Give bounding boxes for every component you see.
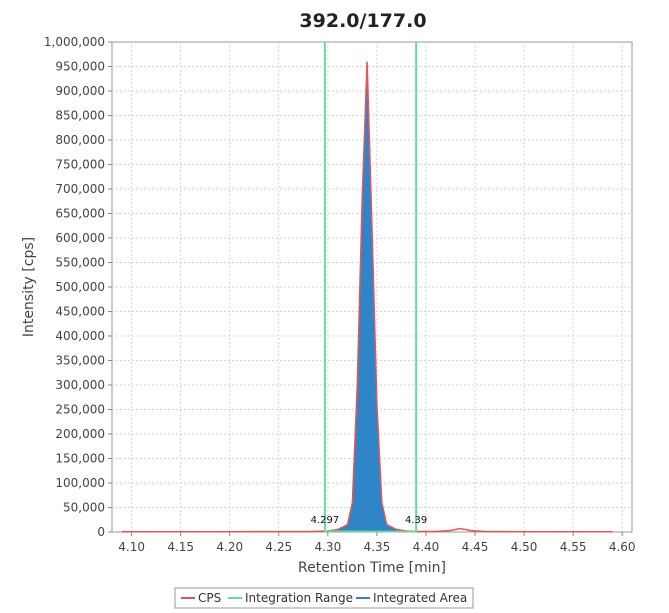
x-axis-ticks: 4.10 4.15 4.20 4.25 4.30 4.35 4.40 4.45 4.50 4.55… xyxy=(118,532,636,554)
y-tick-label: 1,000,000 xyxy=(44,35,105,49)
integration-end-label: 4.39 xyxy=(405,515,427,526)
y-tick-label: 250,000 xyxy=(55,403,105,417)
y-tick-label: 500,000 xyxy=(55,280,105,294)
x-tick-label: 4.45 xyxy=(462,540,489,554)
x-tick-label: 4.30 xyxy=(314,540,341,554)
cps-line xyxy=(121,61,613,533)
y-tick-label: 100,000 xyxy=(55,476,105,490)
chart-title: 392.0/177.0 xyxy=(299,10,426,32)
x-tick-label: 4.60 xyxy=(609,540,636,554)
y-tick-label: 950,000 xyxy=(55,60,105,74)
y-tick-label: 800,000 xyxy=(55,133,105,147)
x-tick-label: 4.40 xyxy=(413,540,440,554)
y-tick-label: 300,000 xyxy=(55,378,105,392)
legend-integrated-area-label: Integrated Area xyxy=(373,591,467,605)
integrated-area-layer xyxy=(324,61,417,532)
y-tick-label: 400,000 xyxy=(55,329,105,343)
x-tick-label: 4.35 xyxy=(364,540,391,554)
x-tick-label: 4.55 xyxy=(560,540,587,554)
x-tick-label: 4.25 xyxy=(265,540,292,554)
x-tick-label: 4.50 xyxy=(511,540,538,554)
y-axis-label: Intensity [cps] xyxy=(21,237,37,337)
y-tick-label: 600,000 xyxy=(55,231,105,245)
y-axis-ticks: 0 50,000 100,000 150,000 200,000 250,000 300,0… xyxy=(44,35,112,539)
x-axis-label: Retention Time [min] xyxy=(298,560,446,576)
cps-line-layer xyxy=(121,61,613,533)
legend: CPS Integration Range Integrated Area xyxy=(174,587,474,609)
y-tick-label: 750,000 xyxy=(55,158,105,172)
y-tick-label: 700,000 xyxy=(55,182,105,196)
y-tick-label: 150,000 xyxy=(55,452,105,466)
y-tick-label: 450,000 xyxy=(55,305,105,319)
y-tick-label: 350,000 xyxy=(55,354,105,368)
y-tick-label: 650,000 xyxy=(55,207,105,221)
integration-start-label: 4.297 xyxy=(311,515,340,526)
legend-box xyxy=(174,587,474,609)
y-tick-label: 550,000 xyxy=(55,256,105,270)
y-tick-label: 200,000 xyxy=(55,427,105,441)
y-tick-label: 900,000 xyxy=(55,84,105,98)
x-tick-label: 4.20 xyxy=(216,540,243,554)
integration-range-layer xyxy=(323,42,418,533)
y-tick-label: 850,000 xyxy=(55,109,105,123)
integrated-area xyxy=(324,61,417,532)
legend-integration-range-label: Integration Range xyxy=(245,591,353,605)
y-tick-label: 0 xyxy=(97,525,105,539)
legend-cps-label: CPS xyxy=(198,591,221,605)
x-tick-label: 4.15 xyxy=(167,540,194,554)
y-tick-label: 50,000 xyxy=(63,501,105,515)
x-tick-label: 4.10 xyxy=(118,540,145,554)
